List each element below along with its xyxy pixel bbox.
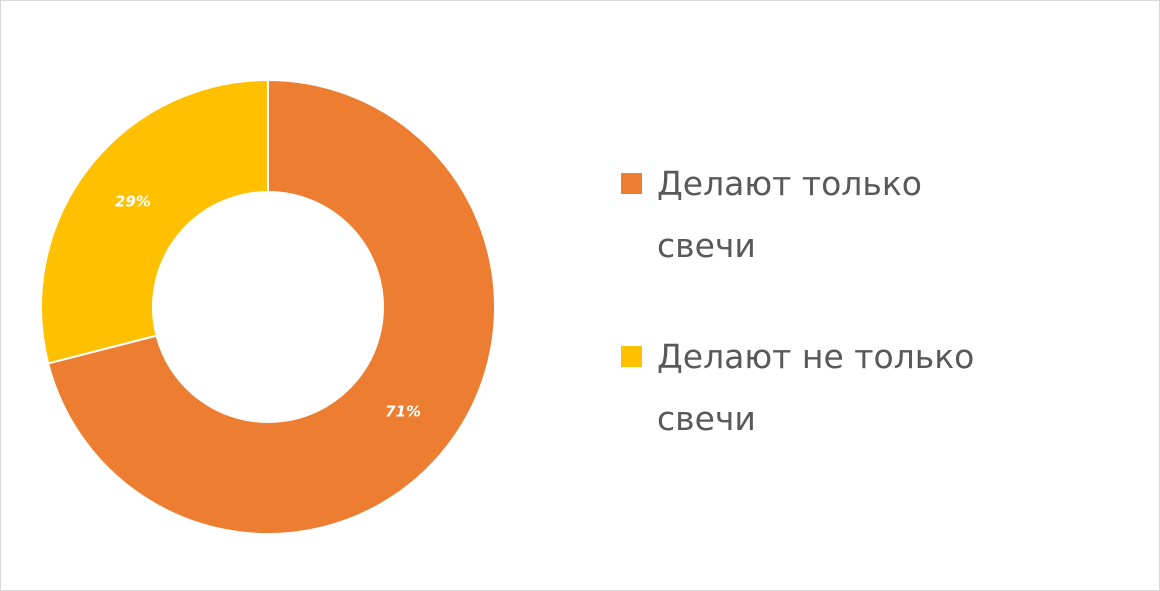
legend: Делают только свечи Делают не только свеч… — [621, 153, 981, 499]
legend-swatch — [621, 173, 642, 194]
legend-label: Делают не только свечи — [657, 337, 975, 438]
legend-swatch — [621, 346, 642, 367]
data-label: 71% — [385, 402, 421, 420]
data-label: 29% — [115, 193, 151, 211]
donut-segment — [40, 78, 269, 365]
legend-item: Делают только свечи — [621, 153, 981, 277]
legend-item: Делают не только свечи — [621, 326, 981, 450]
legend-label: Делают только свечи — [657, 164, 922, 265]
donut-segment — [46, 78, 496, 535]
